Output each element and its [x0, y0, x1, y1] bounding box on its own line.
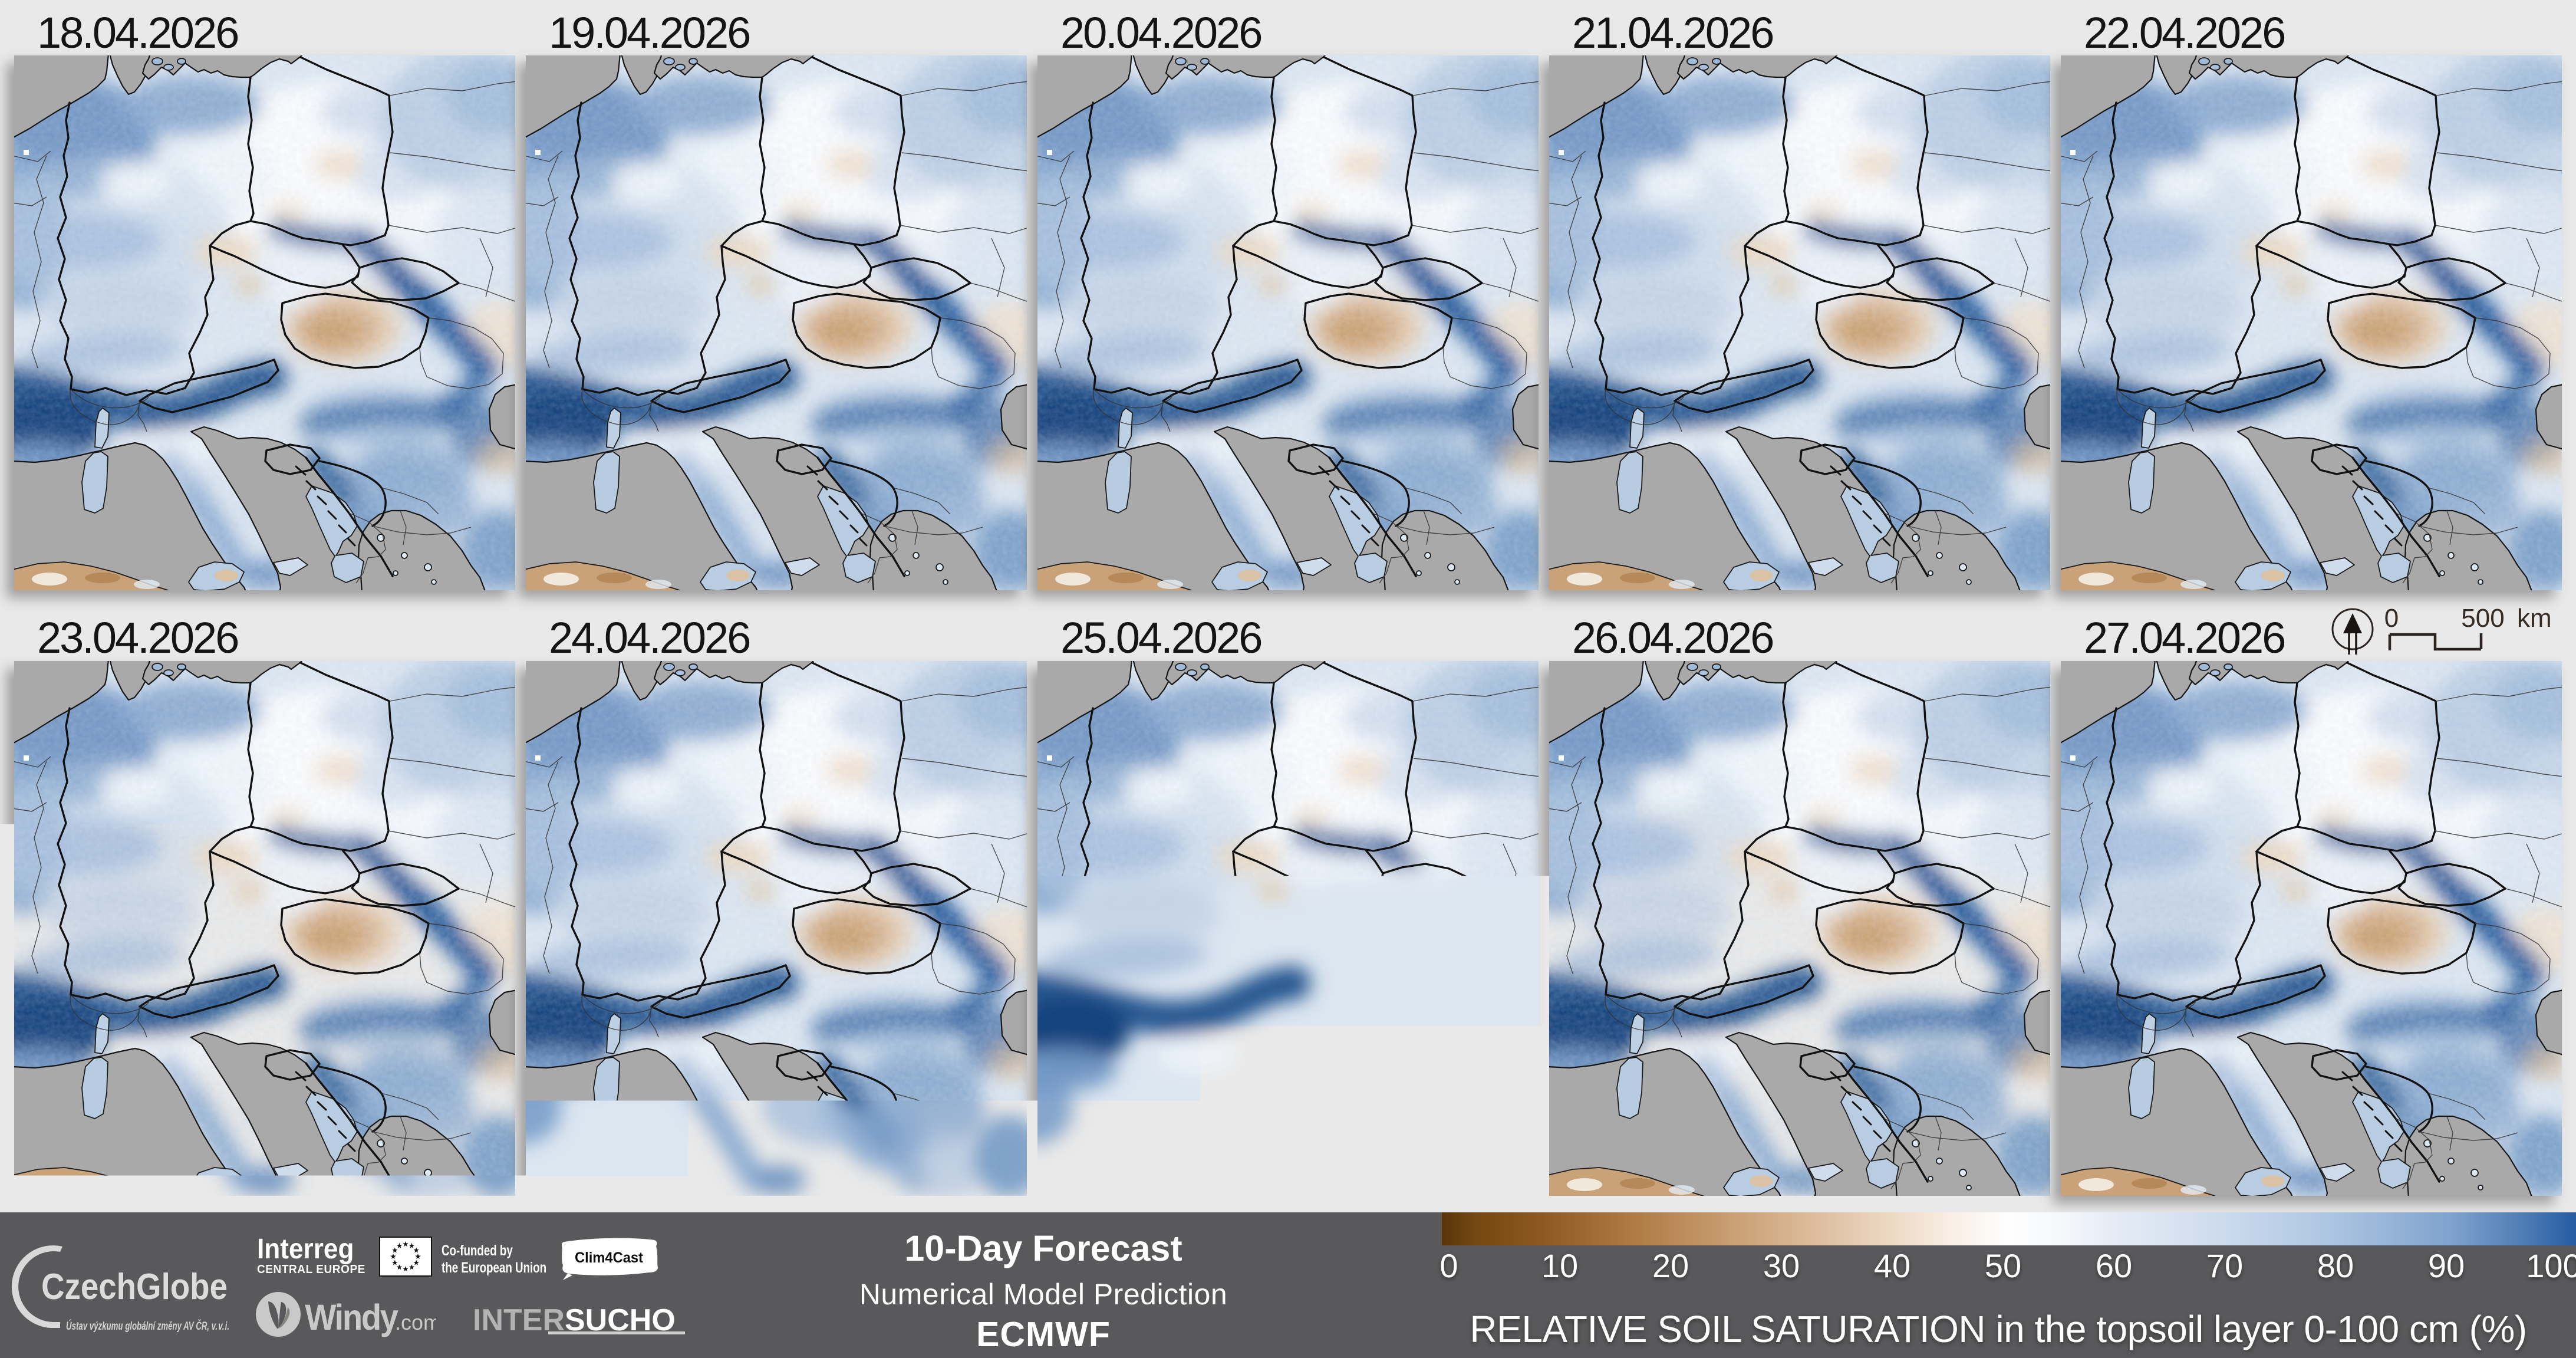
svg-text:Windy: Windy [305, 1298, 398, 1338]
svg-text:.com: .com [395, 1310, 436, 1334]
svg-text:500: 500 [2461, 604, 2504, 633]
svg-text:Ústav výzkumu globální změny A: Ústav výzkumu globální změny AV ČR, v. v… [66, 1318, 229, 1333]
svg-text:km: km [2517, 604, 2552, 633]
svg-text:0: 0 [2384, 604, 2399, 633]
